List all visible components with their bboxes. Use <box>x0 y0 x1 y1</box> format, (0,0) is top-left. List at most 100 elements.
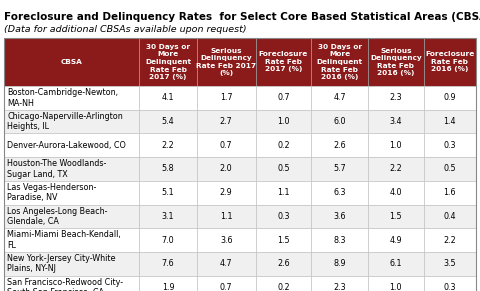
Text: 7.0: 7.0 <box>162 235 174 244</box>
Bar <box>256 133 311 157</box>
Text: 0.5: 0.5 <box>277 164 290 173</box>
Text: 0.2: 0.2 <box>277 141 290 150</box>
Text: 4.7: 4.7 <box>220 259 232 268</box>
Text: 1.9: 1.9 <box>162 283 174 291</box>
Text: 0.7: 0.7 <box>220 141 232 150</box>
Bar <box>4 110 139 133</box>
Text: 4.1: 4.1 <box>162 93 174 102</box>
Bar <box>139 252 197 276</box>
Bar <box>368 133 423 157</box>
Text: CBSA: CBSA <box>61 59 83 65</box>
Bar <box>311 181 368 205</box>
Bar <box>311 252 368 276</box>
Text: Miami-Miami Beach-Kendall,
FL: Miami-Miami Beach-Kendall, FL <box>7 230 121 250</box>
Bar <box>197 86 256 110</box>
Text: 30 Days or
More
Delinquent
Rate Feb
2016 (%): 30 Days or More Delinquent Rate Feb 2016… <box>317 44 363 80</box>
Text: Chicago-Naperville-Arlington
Heights, IL: Chicago-Naperville-Arlington Heights, IL <box>7 112 123 131</box>
Bar <box>423 205 476 228</box>
Bar <box>139 157 197 181</box>
Bar <box>256 252 311 276</box>
Text: 1.5: 1.5 <box>277 235 290 244</box>
Bar <box>4 276 139 291</box>
Bar <box>139 181 197 205</box>
Bar <box>4 205 139 228</box>
Bar <box>368 276 423 291</box>
Text: 4.7: 4.7 <box>333 93 346 102</box>
Text: Las Vegas-Henderson-
Paradise, NV: Las Vegas-Henderson- Paradise, NV <box>7 183 96 202</box>
Text: Denver-Aurora-Lakewood, CO: Denver-Aurora-Lakewood, CO <box>7 141 126 150</box>
Text: 3.4: 3.4 <box>390 117 402 126</box>
Text: 1.1: 1.1 <box>220 212 232 221</box>
Bar <box>423 110 476 133</box>
Bar <box>368 157 423 181</box>
Text: 1.0: 1.0 <box>390 141 402 150</box>
Text: Serious
Delinquency
Rate Feb
2016 (%): Serious Delinquency Rate Feb 2016 (%) <box>370 48 422 76</box>
Text: 0.3: 0.3 <box>277 212 289 221</box>
Bar <box>311 133 368 157</box>
Bar <box>311 276 368 291</box>
Text: New York-Jersey City-White
Plains, NY-NJ: New York-Jersey City-White Plains, NY-NJ <box>7 254 116 274</box>
Bar <box>368 86 423 110</box>
Bar <box>139 276 197 291</box>
Text: 1.0: 1.0 <box>390 283 402 291</box>
Text: 3.6: 3.6 <box>220 235 232 244</box>
Text: 4.0: 4.0 <box>390 188 402 197</box>
Text: Serious
Delinquency
Rate Feb 2017
(%): Serious Delinquency Rate Feb 2017 (%) <box>196 48 256 76</box>
Text: 1.4: 1.4 <box>444 117 456 126</box>
Text: 1.6: 1.6 <box>444 188 456 197</box>
Text: 7.6: 7.6 <box>162 259 174 268</box>
Bar <box>256 157 311 181</box>
Bar <box>311 157 368 181</box>
Text: 0.5: 0.5 <box>444 164 456 173</box>
Text: 0.2: 0.2 <box>277 283 290 291</box>
Text: 6.1: 6.1 <box>390 259 402 268</box>
Text: 5.8: 5.8 <box>162 164 174 173</box>
Text: 0.3: 0.3 <box>444 141 456 150</box>
Text: 5.7: 5.7 <box>333 164 346 173</box>
Bar <box>368 252 423 276</box>
Bar <box>311 205 368 228</box>
Text: 1.7: 1.7 <box>220 93 232 102</box>
Bar <box>197 252 256 276</box>
Text: 8.9: 8.9 <box>333 259 346 268</box>
Bar <box>368 181 423 205</box>
Bar <box>423 181 476 205</box>
Bar <box>4 157 139 181</box>
Bar <box>4 228 139 252</box>
Bar <box>256 205 311 228</box>
Bar <box>423 86 476 110</box>
Bar <box>256 276 311 291</box>
Bar <box>197 157 256 181</box>
Text: 2.0: 2.0 <box>220 164 232 173</box>
Text: Foreclosure and Delinquency Rates  for Select Core Based Statistical Areas (CBSA: Foreclosure and Delinquency Rates for Se… <box>4 12 480 22</box>
Text: 6.3: 6.3 <box>334 188 346 197</box>
Bar <box>256 228 311 252</box>
Text: 0.4: 0.4 <box>444 212 456 221</box>
Bar <box>311 228 368 252</box>
Text: 0.9: 0.9 <box>444 93 456 102</box>
Text: 3.1: 3.1 <box>162 212 174 221</box>
Text: 2.3: 2.3 <box>390 93 402 102</box>
Text: 2.3: 2.3 <box>333 283 346 291</box>
Text: 2.2: 2.2 <box>444 235 456 244</box>
Bar <box>368 205 423 228</box>
Bar <box>4 181 139 205</box>
Bar <box>4 133 139 157</box>
Text: 2.2: 2.2 <box>390 164 402 173</box>
Text: 0.7: 0.7 <box>220 283 232 291</box>
Text: 3.6: 3.6 <box>334 212 346 221</box>
Bar <box>423 276 476 291</box>
Bar <box>256 86 311 110</box>
Bar <box>423 133 476 157</box>
Text: 6.0: 6.0 <box>334 117 346 126</box>
Bar <box>423 157 476 181</box>
Bar <box>256 181 311 205</box>
Bar <box>139 228 197 252</box>
Bar <box>197 181 256 205</box>
Bar <box>139 133 197 157</box>
Bar <box>4 38 139 86</box>
Bar <box>197 133 256 157</box>
Text: 30 Days or
More
Delinquent
Rate Feb
2017 (%): 30 Days or More Delinquent Rate Feb 2017… <box>145 44 191 80</box>
Text: San Francisco-Redwood City-
South San Francisco, CA: San Francisco-Redwood City- South San Fr… <box>7 278 123 291</box>
Text: 4.9: 4.9 <box>390 235 402 244</box>
